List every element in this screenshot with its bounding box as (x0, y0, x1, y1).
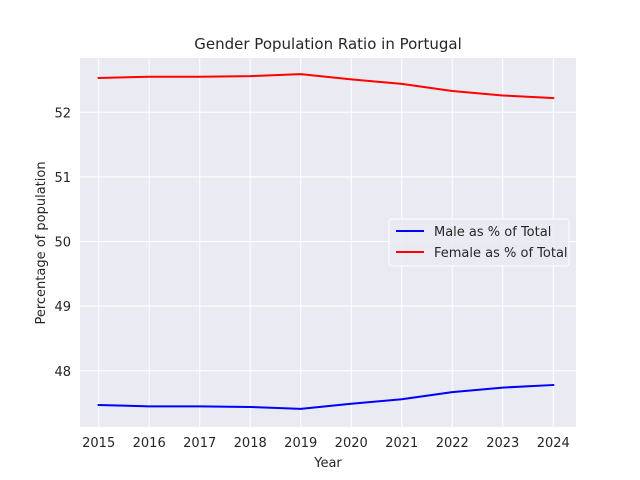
y-tick-label: 50 (54, 236, 71, 251)
x-tick-labels: 2015 2016 2017 2018 2019 2020 2021 2022 2023 2024 (82, 436, 570, 451)
y-tick-label: 49 (54, 300, 71, 315)
y-axis-label: Percentage of population (34, 161, 49, 324)
legend-box (388, 218, 570, 267)
x-tick-label: 2024 (537, 436, 570, 451)
x-tick-label: 2021 (385, 436, 418, 451)
x-tick-label: 2015 (82, 436, 115, 451)
x-tick-label: 2023 (486, 436, 519, 451)
x-axis-label: Year (313, 456, 342, 471)
series-line-0 (97, 383, 555, 410)
y-tick-label: 51 (54, 171, 71, 186)
series-line-1 (97, 73, 555, 100)
y-tick-label: 48 (54, 365, 71, 380)
chart-title: Gender Population Ratio in Portugal (194, 35, 461, 53)
y-tick-label: 52 (54, 106, 71, 121)
x-tick-label: 2022 (436, 436, 469, 451)
series-lines (97, 73, 555, 410)
x-tick-label: 2016 (133, 436, 166, 451)
x-tick-label: 2017 (183, 436, 216, 451)
legend-female-label: Female as % of Total (434, 246, 568, 261)
x-tick-label: 2019 (284, 436, 317, 451)
x-tick-label: 2020 (335, 436, 368, 451)
legend: Male as % of Total Female as % of Total (388, 218, 570, 267)
x-tick-label: 2018 (234, 436, 267, 451)
y-tick-labels: 48 49 50 51 52 (54, 106, 71, 379)
legend-male-label: Male as % of Total (434, 225, 551, 240)
